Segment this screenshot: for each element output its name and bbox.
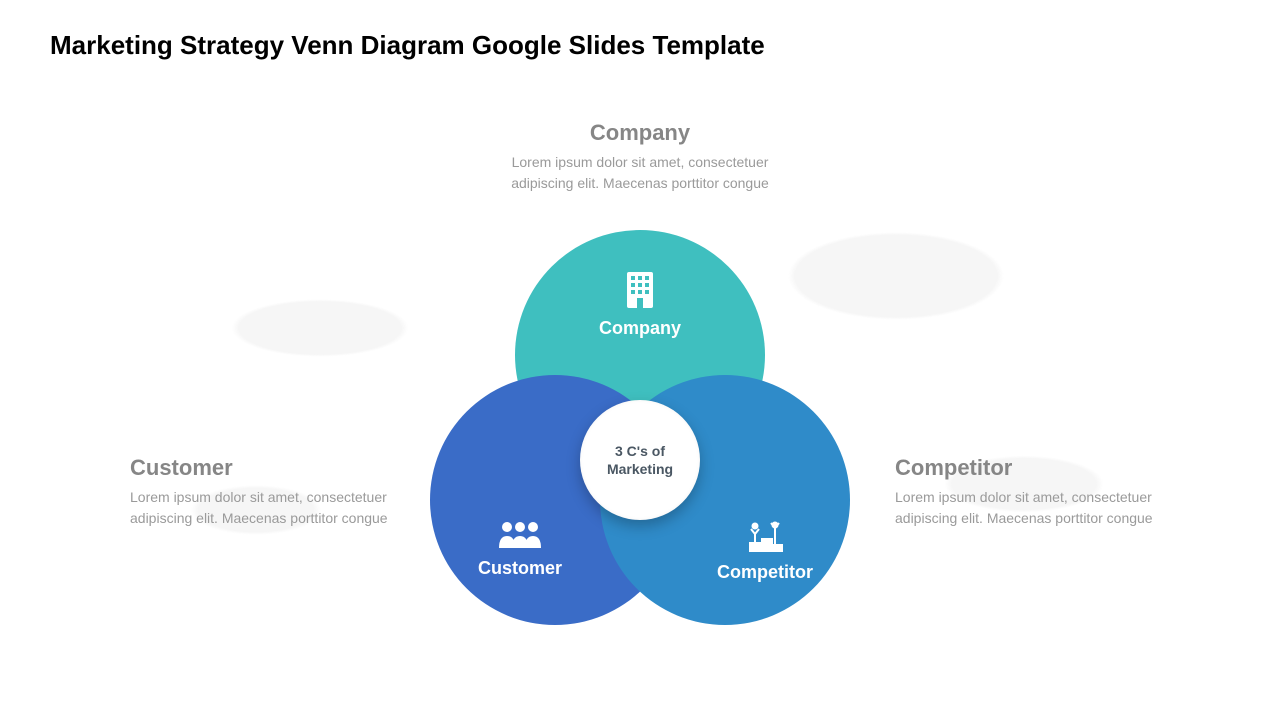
callout-company: Company Lorem ipsum dolor sit amet, cons… [490,120,790,194]
page-title: Marketing Strategy Venn Diagram Google S… [50,30,765,61]
callout-customer: Customer Lorem ipsum dolor sit amet, con… [130,455,430,529]
venn-diagram: Company Customer [430,230,850,650]
callout-competitor-title: Competitor [895,455,1195,481]
venn-label-competitor: Competitor [700,562,830,583]
people-icon [455,520,585,550]
callout-customer-body: Lorem ipsum dolor sit amet, consectetuer… [130,487,430,529]
venn-label-company: Company [515,318,765,339]
callout-company-title: Company [490,120,790,146]
callout-competitor: Competitor Lorem ipsum dolor sit amet, c… [895,455,1195,529]
callout-company-body: Lorem ipsum dolor sit amet, consectetuer… [490,152,790,194]
podium-icon [700,520,830,554]
building-icon [515,270,765,310]
venn-label-customer: Customer [455,558,585,579]
slide: Marketing Strategy Venn Diagram Google S… [0,0,1280,720]
callout-customer-title: Customer [130,455,430,481]
venn-center: 3 C's of Marketing [580,400,700,520]
callout-competitor-body: Lorem ipsum dolor sit amet, consectetuer… [895,487,1195,529]
venn-center-label: 3 C's of Marketing [580,442,700,478]
